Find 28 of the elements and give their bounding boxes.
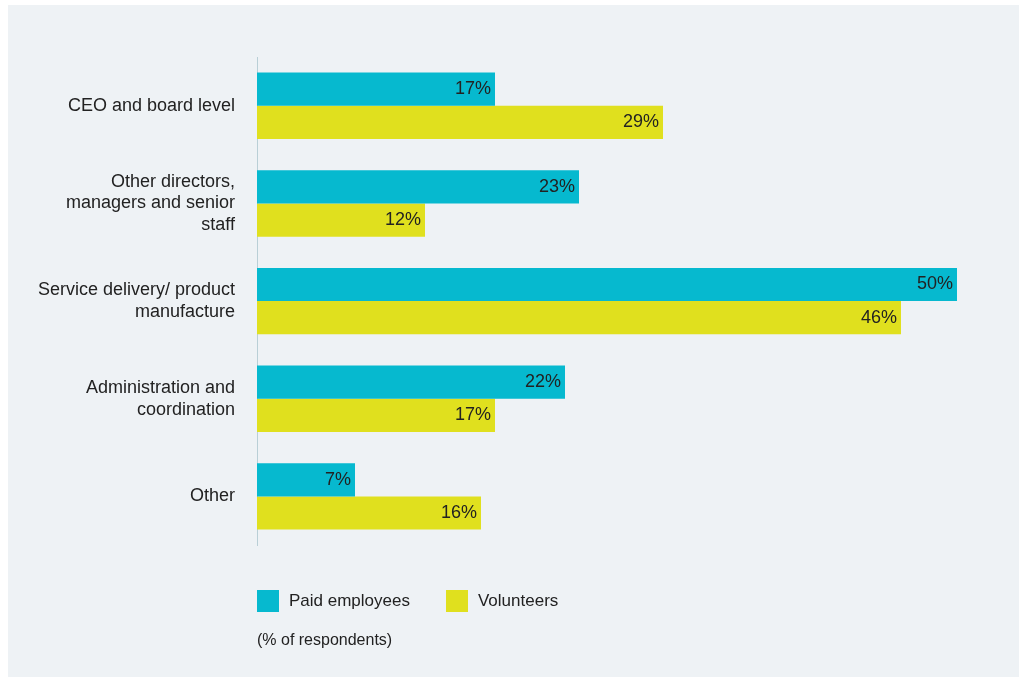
data-label: 46%	[860, 306, 897, 327]
y-tick-label: Administration and coordination	[85, 376, 235, 419]
y-tick-label: Service delivery/ product manufacture	[37, 279, 235, 321]
text: (% of respondents)	[257, 631, 393, 649]
data-label: 12%	[384, 209, 421, 230]
data-label: 22%	[524, 371, 561, 392]
bar	[257, 267, 957, 302]
legend-label: Paid employees	[289, 591, 410, 611]
bar	[257, 301, 901, 335]
data-label: 17%	[454, 404, 491, 425]
data-label: 29%	[622, 111, 659, 132]
y-tick-label: Other directors, managers and senior staff	[65, 170, 236, 235]
bar	[257, 170, 579, 204]
data-label: 16%	[440, 501, 477, 522]
bar	[257, 463, 355, 497]
legend-label: Volunteers	[477, 591, 559, 611]
data-label: 23%	[538, 175, 575, 196]
bar	[257, 72, 495, 106]
y-tick-label: Other	[189, 485, 235, 506]
bar	[257, 398, 495, 432]
bar	[257, 365, 565, 399]
data-label: 7%	[324, 468, 351, 489]
data-label: 17%	[454, 78, 491, 99]
data-label: 50%	[916, 273, 953, 294]
bar	[257, 203, 425, 237]
bar	[257, 105, 663, 140]
bar	[257, 496, 481, 530]
y-tick-label: CEO and board level	[67, 94, 235, 115]
